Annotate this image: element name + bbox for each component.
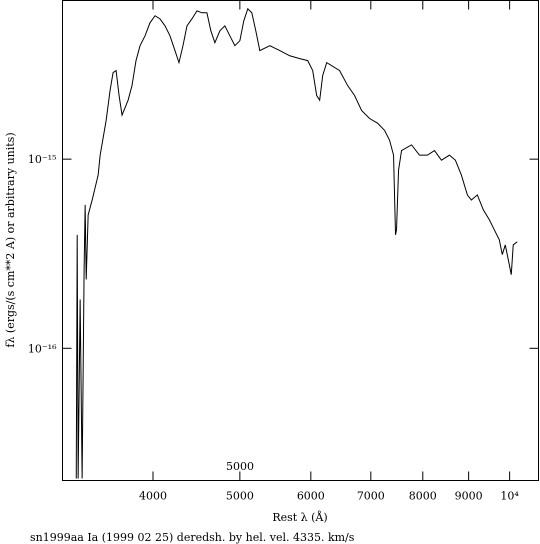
x-tick-label: 9000: [455, 490, 483, 503]
x-axis-label: Rest λ (Å): [272, 510, 327, 524]
x-tick-label: 10⁴: [500, 490, 519, 503]
x-tick-label: 6000: [297, 490, 325, 503]
annotation: 5000: [226, 460, 254, 473]
spectrum-line: [75, 7, 518, 479]
plot-frame: [62, 0, 539, 481]
y-tick-label: 10⁻¹⁵: [28, 153, 57, 166]
x-tick-label: 8000: [409, 490, 437, 503]
y-tick-label: 10⁻¹⁶: [28, 342, 57, 355]
x-tick-label: 5000: [226, 490, 254, 503]
y-axis-label: fλ (ergs/(s cm**2 A) or arbitrary units): [4, 132, 17, 347]
x-tick-label: 7000: [357, 490, 385, 503]
x-tick-label: 4000: [139, 490, 167, 503]
chart-title: sn1999aa Ia (1999 02 25) deredsh. by hel…: [30, 531, 355, 544]
